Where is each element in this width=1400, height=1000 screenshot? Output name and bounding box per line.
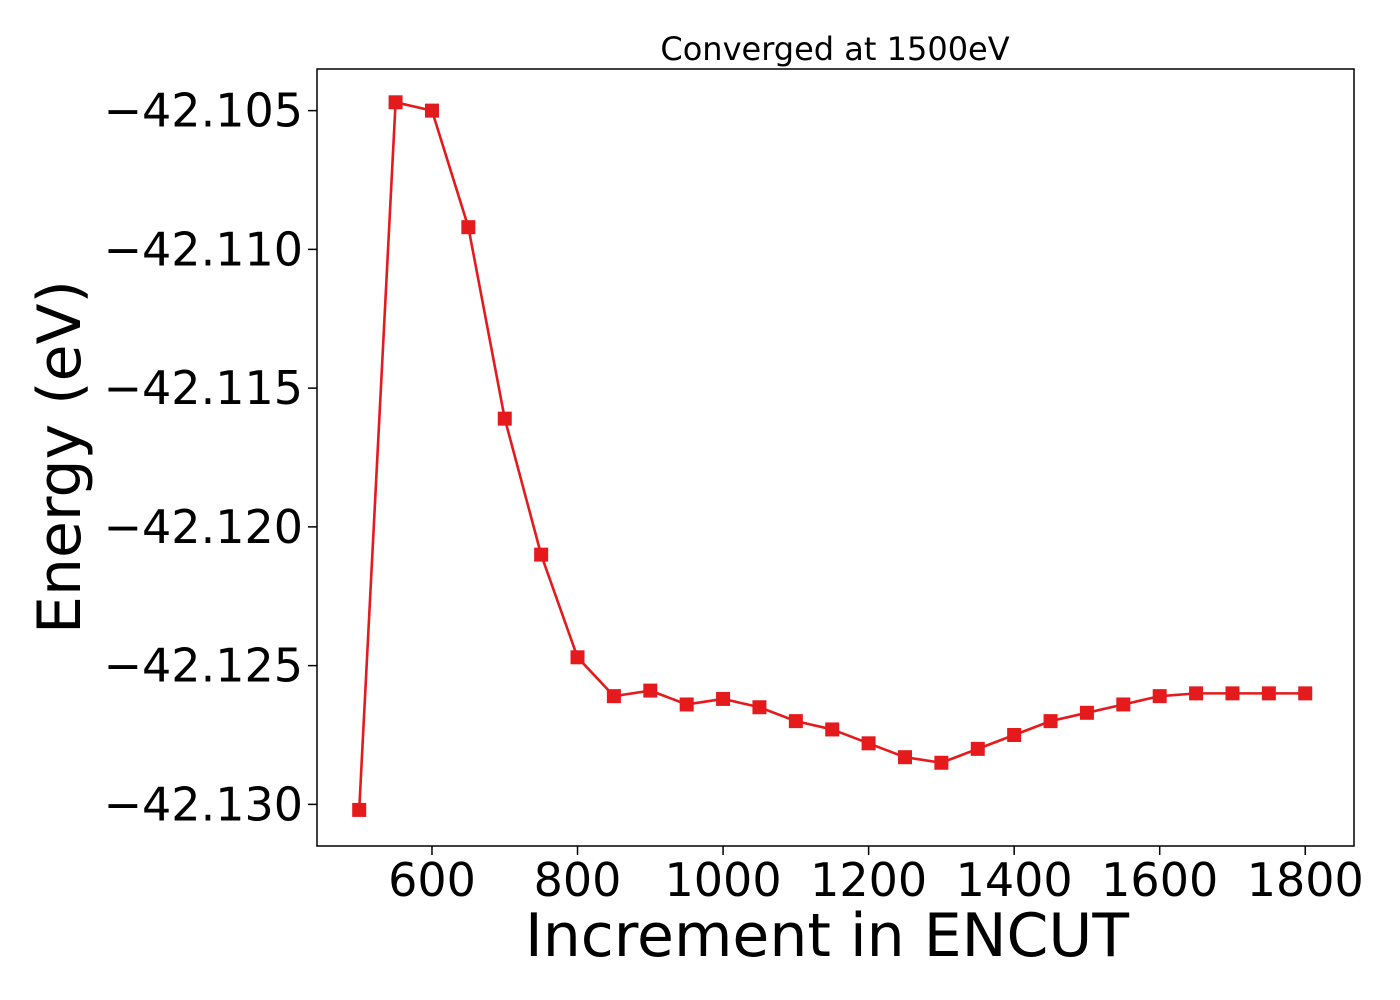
- x-tick-label: 1400: [956, 853, 1073, 907]
- data-point-marker: [1079, 705, 1094, 720]
- x-axis-title: Increment in ENCUT: [525, 901, 1129, 971]
- data-point-marker: [570, 650, 585, 665]
- data-point-marker: [1116, 697, 1131, 712]
- y-axis: −42.105 −42.110 −42.115 −42.120 −42.125 −42.1…: [104, 84, 317, 831]
- data-point-marker: [388, 95, 403, 110]
- y-tick-label: −42.120: [104, 500, 304, 554]
- x-tick-label: 800: [534, 853, 622, 907]
- data-point-marker: [825, 722, 840, 737]
- x-tick-label: 600: [388, 853, 476, 907]
- y-tick-label: −42.130: [104, 777, 304, 831]
- data-point-marker: [934, 755, 949, 770]
- y-tick-label: −42.110: [104, 222, 304, 276]
- data-point-marker: [752, 700, 767, 715]
- data-point-marker: [643, 683, 658, 698]
- series-layer: [352, 95, 1313, 817]
- y-axis-title: Energy (eV): [25, 280, 95, 634]
- x-tick-label: 1800: [1247, 853, 1364, 907]
- data-point-marker: [1189, 686, 1204, 701]
- data-point-marker: [1152, 689, 1167, 704]
- data-point-marker: [970, 741, 985, 756]
- y-tick-label: −42.125: [104, 639, 304, 693]
- chart-title: Converged at 1500eV: [660, 30, 1009, 68]
- y-tick-label: −42.115: [104, 361, 304, 415]
- data-point-marker: [716, 691, 731, 706]
- data-point-marker: [1298, 686, 1313, 701]
- data-point-marker: [461, 220, 476, 235]
- energy-series-line: [357, 101, 1306, 810]
- data-point-marker: [1261, 686, 1276, 701]
- data-point-marker: [898, 750, 912, 765]
- data-point-marker: [1225, 686, 1240, 701]
- x-tick-label: 1200: [810, 853, 927, 907]
- data-point-marker: [1007, 728, 1022, 742]
- data-point-marker: [788, 714, 803, 729]
- x-axis: 600 800 1000 1200 1400 1600 1800: [388, 846, 1364, 907]
- data-point-marker: [861, 736, 876, 751]
- data-point-marker: [534, 547, 549, 562]
- plot-area-frame: [316, 68, 1355, 847]
- data-point-marker: [1043, 714, 1058, 729]
- y-tick-label: −42.105: [104, 84, 304, 138]
- x-tick-label: 1000: [665, 853, 782, 907]
- x-tick-label: 1600: [1101, 853, 1218, 907]
- data-point-marker: [679, 697, 694, 712]
- data-point-marker: [606, 689, 621, 704]
- data-point-marker: [424, 103, 439, 118]
- data-point-marker: [352, 802, 367, 817]
- data-point-marker: [497, 411, 512, 426]
